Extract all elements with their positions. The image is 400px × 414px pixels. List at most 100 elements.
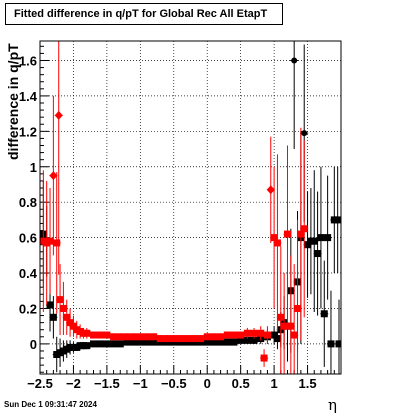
data-point: [294, 304, 302, 312]
data-point: [217, 333, 225, 341]
date-stamp: Sun Dec 1 09:31:47 2024: [4, 400, 97, 409]
y-tick-label: 0.4: [19, 266, 38, 281]
data-point: [237, 331, 245, 339]
y-tick-label: 0.8: [19, 195, 37, 210]
data-point: [217, 338, 225, 346]
data-point: [176, 335, 184, 343]
x-tick-label: 0.5: [232, 376, 250, 391]
data-point: [46, 237, 54, 245]
x-tick-label: −2: [66, 376, 81, 391]
data-point: [83, 329, 91, 337]
data-point: [170, 335, 178, 343]
data-point: [297, 230, 305, 238]
data-point: [290, 331, 298, 339]
data-point: [314, 250, 322, 258]
data-point: [150, 338, 158, 346]
data-point: [287, 322, 295, 330]
data-point: [263, 331, 271, 339]
data-point: [163, 335, 171, 343]
data-point: [63, 313, 71, 321]
data-point: [317, 234, 325, 242]
chart-title: Fitted difference in q/pT for Global Rec…: [5, 3, 283, 25]
data-point: [304, 241, 312, 249]
data-point: [49, 313, 57, 321]
data-point: [110, 333, 118, 341]
data-point: [280, 322, 288, 330]
data-point: [143, 338, 151, 346]
data-point: [56, 296, 64, 304]
data-point: [210, 338, 218, 346]
data-point: [230, 338, 238, 346]
data-point: [183, 335, 191, 343]
data-point: [150, 333, 158, 341]
data-point: [190, 335, 198, 343]
data-points-group: [40, 41, 341, 374]
data-point: [223, 338, 231, 346]
data-point: [49, 171, 58, 181]
data-point: [300, 225, 308, 233]
x-tick-label: 1: [270, 376, 277, 391]
y-tick-label: 0.6: [19, 231, 37, 246]
data-point: [90, 340, 98, 348]
data-point: [103, 331, 111, 339]
data-point: [136, 333, 144, 341]
x-tick-label: −1.5: [94, 376, 120, 391]
data-point: [320, 310, 328, 318]
data-point: [197, 335, 205, 343]
data-point: [130, 333, 138, 341]
data-point: [203, 333, 211, 341]
y-tick-label: 1: [30, 160, 37, 175]
data-point: [223, 331, 231, 339]
y-tick-label: 0.2: [19, 301, 37, 316]
data-point: [266, 185, 275, 195]
data-point: [123, 333, 131, 341]
data-point: [243, 329, 251, 337]
data-point: [210, 333, 218, 341]
y-tick-label: 1.2: [19, 124, 37, 139]
data-point: [335, 340, 341, 348]
y-tick-label: 1.6: [19, 53, 37, 68]
data-point: [257, 329, 265, 337]
data-point: [103, 340, 111, 348]
data-point: [230, 331, 238, 339]
data-point: [46, 301, 54, 309]
data-point: [59, 304, 67, 312]
data-point: [53, 239, 61, 247]
data-point: [270, 234, 278, 242]
data-point: [270, 331, 278, 339]
data-point: [90, 331, 98, 339]
data-point: [123, 338, 131, 346]
data-point: [327, 340, 335, 348]
data-point: [301, 130, 308, 137]
data-point: [273, 335, 281, 343]
data-point: [83, 342, 91, 350]
data-point: [143, 333, 151, 341]
data-point: [116, 340, 124, 348]
x-axis-label: η: [328, 396, 337, 414]
data-point: [156, 335, 164, 343]
data-point: [243, 336, 251, 344]
data-point: [283, 230, 291, 238]
x-tick-label: −1: [133, 376, 148, 391]
data-point: [273, 239, 281, 247]
data-point: [96, 331, 104, 339]
y-tick-label: 0: [30, 337, 37, 352]
data-point: [250, 329, 258, 337]
data-point: [130, 338, 138, 346]
data-point: [260, 354, 268, 362]
data-point: [310, 237, 318, 245]
data-point: [324, 234, 332, 242]
data-point: [54, 110, 63, 120]
data-point: [136, 338, 144, 346]
data-point: [291, 57, 298, 64]
data-point: [116, 333, 124, 341]
data-point: [334, 216, 341, 224]
x-tick-label: −0.5: [161, 376, 187, 391]
x-tick-label: 1.5: [299, 376, 317, 391]
y-tick-label: 1.4: [19, 89, 38, 104]
data-point: [203, 338, 211, 346]
data-point: [250, 336, 258, 344]
data-point: [277, 313, 285, 321]
x-tick-label: 0: [204, 376, 211, 391]
x-tick-label: −2.5: [27, 376, 53, 391]
